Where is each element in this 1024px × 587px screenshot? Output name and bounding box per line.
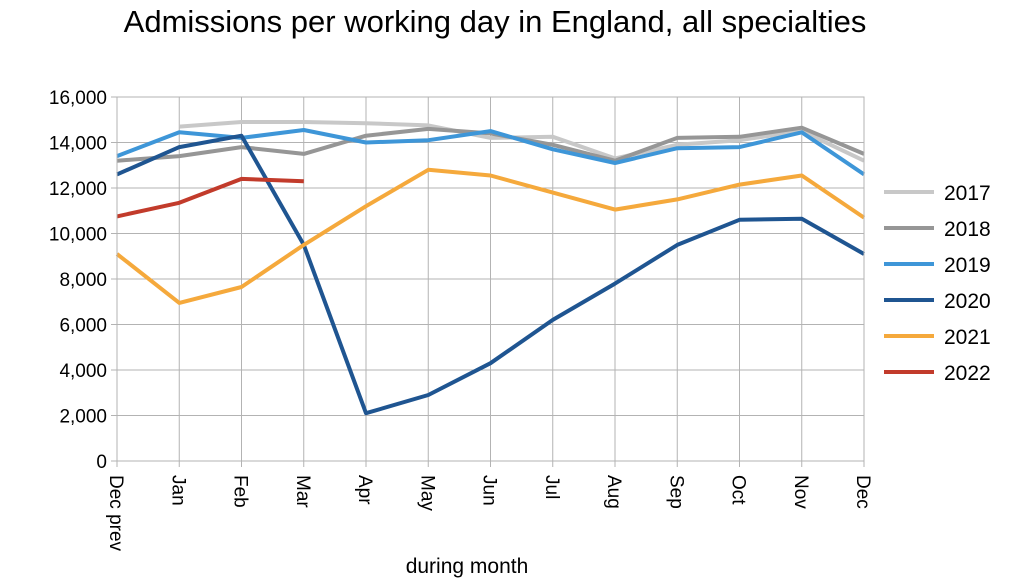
y-tick-label: 0: [96, 452, 107, 473]
y-axis-ticks: 0 2,000 4,000 6,000 8,000 10,000 12,000 14,000 1…: [49, 88, 117, 473]
legend-label: 2020: [944, 290, 991, 313]
series-line-2020: [116, 133, 865, 416]
axes: [116, 96, 865, 462]
x-tick-label: Mar: [292, 475, 313, 508]
legend-entry-2017: 2017: [884, 182, 991, 205]
series-2021: [115, 167, 866, 305]
x-tick-label: Jul: [541, 475, 562, 499]
series-line-2022: [116, 176, 304, 219]
legend-entry-2021: 2021: [884, 326, 991, 349]
series-line-2021: [115, 167, 866, 305]
chart-title: Admissions per working day in England, a…: [123, 4, 867, 39]
gridlines: [116, 96, 865, 462]
y-tick-label: 6,000: [59, 316, 107, 337]
y-tick-label: 16,000: [49, 88, 107, 109]
series-line-2018: [116, 125, 865, 163]
y-tick-label: 10,000: [49, 225, 107, 246]
legend-entry-2019: 2019: [884, 254, 991, 277]
y-tick-label: 4,000: [59, 361, 107, 382]
legend-label: 2017: [944, 182, 991, 205]
x-tick-label: Dec: [852, 475, 873, 509]
plot-frame: [116, 96, 865, 462]
legend-label: 2019: [944, 254, 991, 277]
y-tick-label: 14,000: [49, 134, 107, 155]
x-tick-label: Jan: [167, 475, 188, 506]
legend-entry-2020: 2020: [884, 290, 991, 313]
y-tick-label: 2,000: [59, 407, 107, 428]
legend-label: 2021: [944, 326, 991, 349]
x-axis-ticks: Dec prev Jan Feb Mar Apr May Jun Jul Aug Sep Oct No…: [105, 461, 873, 552]
y-tick-label: 8,000: [59, 270, 107, 291]
x-tick-label: Feb: [230, 475, 251, 508]
x-tick-label: May: [416, 475, 437, 511]
x-tick-label: Apr: [354, 475, 375, 505]
x-tick-label: Aug: [603, 475, 624, 509]
legend-label: 2022: [944, 362, 991, 385]
x-tick-label: Sep: [665, 475, 686, 509]
series-2018: [116, 125, 865, 163]
x-tick-label: Dec prev: [105, 475, 126, 552]
legend-label: 2018: [944, 218, 991, 241]
y-tick-label: 12,000: [49, 179, 107, 200]
x-tick-label: Oct: [728, 475, 749, 505]
legend: 2017 2018 2019 2020 2021 2022: [884, 182, 991, 385]
legend-entry-2018: 2018: [884, 218, 991, 241]
x-tick-label: Jun: [479, 475, 500, 506]
x-axis-label: during month: [406, 555, 529, 578]
series-lines: [115, 120, 866, 416]
legend-entry-2022: 2022: [884, 362, 991, 385]
x-tick-label: Nov: [790, 475, 811, 509]
